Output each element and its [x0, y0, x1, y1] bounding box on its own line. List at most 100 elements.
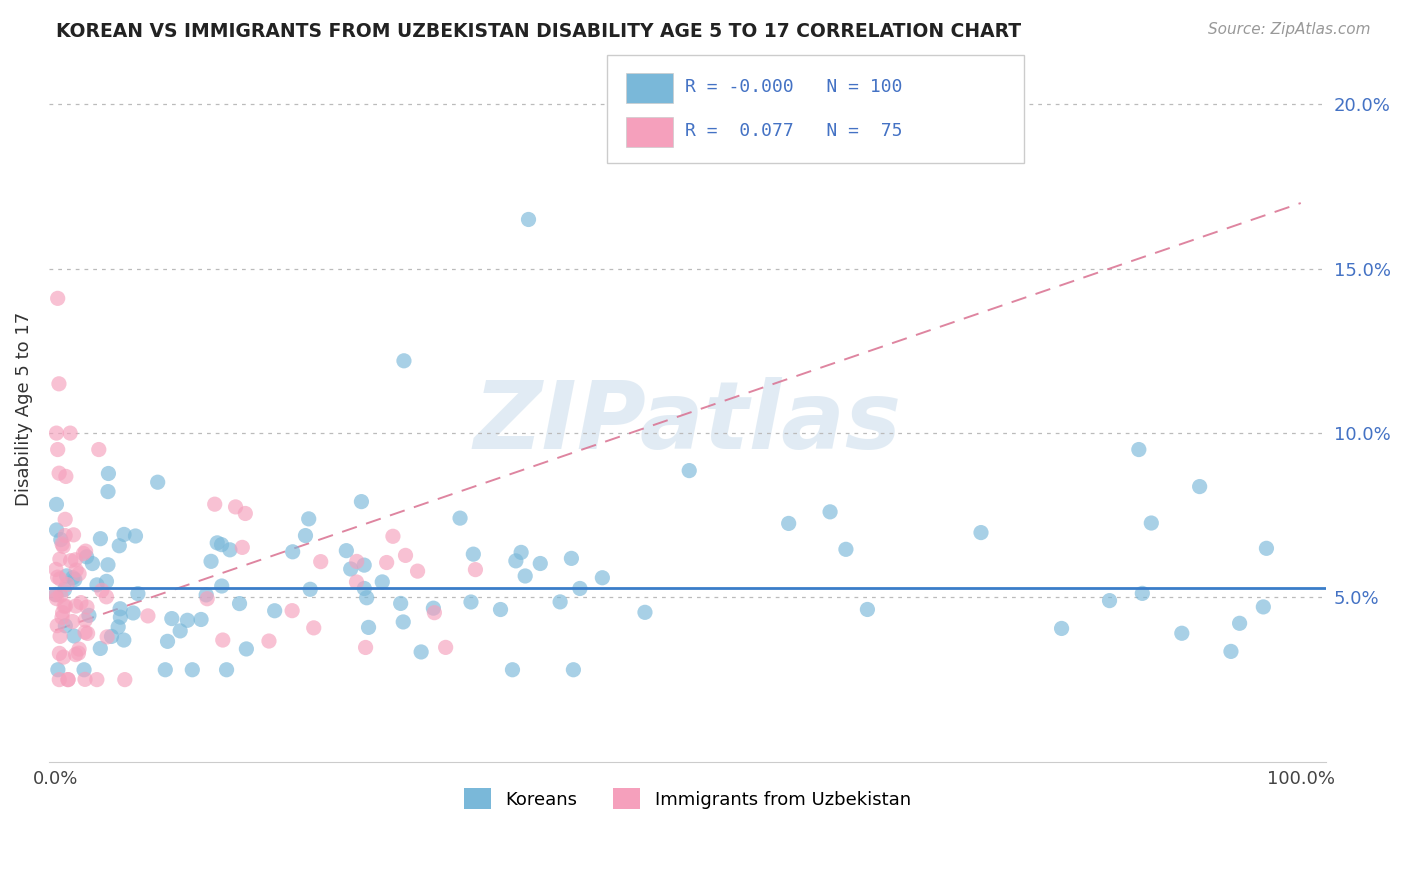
Point [112, 527, 135, 541]
Point [1128, 442, 1150, 457]
Point [309, 555, 332, 569]
Point [375, 556, 398, 570]
Point [568, 582, 591, 596]
Point [97, 558, 120, 572]
Point [169, 624, 191, 638]
Point [65, 599, 87, 613]
Legend: Koreans, Immigrants from Uzbekistan: Koreans, Immigrants from Uzbekistan [457, 781, 918, 816]
Point [45, 587, 67, 601]
Point [96, 590, 118, 604]
Point [67, 646, 90, 660]
Point [59, 554, 82, 568]
Point [1050, 622, 1073, 636]
Point [156, 634, 179, 648]
Point [56, 673, 79, 687]
Point [86, 578, 108, 592]
Point [1229, 616, 1251, 631]
Point [515, 569, 537, 583]
Text: Source: ZipAtlas.com: Source: ZipAtlas.com [1208, 22, 1371, 37]
Point [46, 663, 69, 677]
Point [1140, 516, 1163, 530]
Point [67, 642, 90, 657]
Point [45, 562, 67, 576]
Point [72, 546, 94, 560]
Point [96, 630, 118, 644]
Point [89, 532, 111, 546]
Point [48, 376, 70, 391]
Point [65, 563, 87, 577]
Point [45, 426, 67, 441]
Point [110, 610, 132, 624]
Point [562, 663, 585, 677]
Point [299, 582, 322, 597]
Point [46, 291, 69, 305]
Point [53, 528, 76, 542]
Point [560, 551, 582, 566]
Point [835, 542, 858, 557]
Point [233, 507, 256, 521]
Point [231, 541, 253, 555]
Point [56, 673, 79, 687]
Point [346, 554, 368, 568]
Point [346, 574, 368, 589]
Point [160, 611, 183, 625]
Text: R = -0.000   N = 100: R = -0.000 N = 100 [685, 78, 903, 96]
Point [510, 545, 533, 559]
Point [302, 621, 325, 635]
Y-axis label: Disability Age 5 to 17: Disability Age 5 to 17 [15, 311, 32, 506]
Point [49, 588, 72, 602]
Point [77, 608, 100, 623]
Point [87, 442, 110, 457]
Point [389, 596, 412, 610]
Point [46, 570, 69, 584]
Point [356, 591, 378, 605]
Point [155, 663, 177, 677]
Point [76, 599, 98, 614]
Point [55, 469, 77, 483]
Point [67, 566, 90, 581]
Point [517, 212, 540, 227]
Point [45, 497, 67, 511]
Point [52, 606, 75, 620]
Point [294, 528, 316, 542]
Point [96, 574, 118, 589]
Point [257, 634, 280, 648]
Point [464, 563, 486, 577]
Point [205, 536, 228, 550]
Point [45, 588, 67, 602]
Point [73, 625, 96, 640]
Point [100, 629, 122, 643]
Point [46, 618, 69, 632]
Point [52, 539, 75, 553]
Point [46, 442, 69, 457]
Point [89, 641, 111, 656]
Point [53, 619, 76, 633]
Point [353, 558, 375, 573]
Point [228, 597, 250, 611]
Point [75, 613, 97, 627]
Point [97, 467, 120, 481]
Point [51, 537, 73, 551]
Point [146, 475, 169, 490]
Text: ZIPatlas: ZIPatlas [474, 376, 901, 468]
Point [394, 549, 416, 563]
Point [1130, 586, 1153, 600]
Point [634, 605, 657, 619]
Point [281, 604, 304, 618]
Point [505, 554, 527, 568]
Point [489, 602, 512, 616]
Point [75, 544, 97, 558]
Point [195, 588, 218, 602]
Point [200, 554, 222, 568]
Point [55, 569, 77, 583]
Point [422, 601, 444, 615]
Point [423, 606, 446, 620]
Point [204, 497, 226, 511]
Point [45, 591, 67, 606]
Point [215, 663, 238, 677]
Point [818, 505, 841, 519]
Point [73, 673, 96, 687]
Point [1188, 479, 1211, 493]
Point [211, 538, 233, 552]
Point [225, 500, 247, 514]
